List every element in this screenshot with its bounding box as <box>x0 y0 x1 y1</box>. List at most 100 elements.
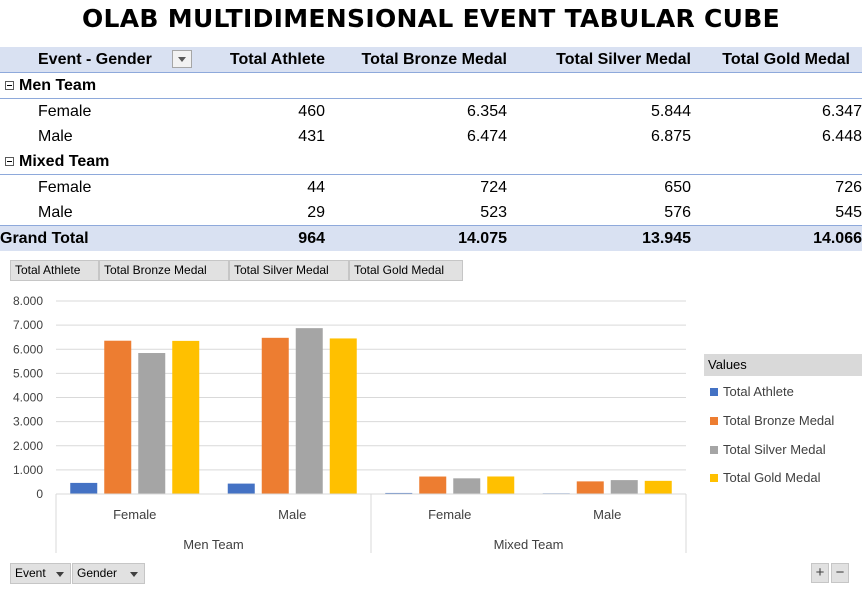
row-field-header: Event - Gender <box>38 51 152 68</box>
bar <box>644 480 672 494</box>
collapse-field-button[interactable]: − <box>831 563 849 583</box>
axis-field-label: Event <box>15 566 46 580</box>
y-tick-label: 0 <box>36 487 43 501</box>
expand-field-button[interactable]: + <box>811 563 829 583</box>
legend-swatch-gold <box>710 474 718 482</box>
group-row-men-team: Men Team <box>0 73 862 99</box>
axis-field-button-gender[interactable]: Gender <box>72 563 145 584</box>
legend-title: Values <box>704 354 862 376</box>
row-label: Female <box>38 179 92 196</box>
cell-athlete: 29 <box>307 204 325 221</box>
cell-silver: 6.875 <box>650 128 691 145</box>
group-row-mixed-team: Mixed Team <box>0 149 862 175</box>
chevron-down-icon <box>56 572 64 577</box>
total-athlete: 964 <box>298 230 325 247</box>
y-tick-label: 5.000 <box>13 366 43 380</box>
x-group-label: Mixed Team <box>494 537 564 552</box>
bar <box>329 338 357 494</box>
row-label: Female <box>38 103 92 120</box>
legend-swatch-silver <box>710 446 718 454</box>
bar <box>261 337 289 494</box>
bar <box>419 476 447 494</box>
col-header-bronze: Total Bronze Medal <box>361 51 508 68</box>
x-tick-label: Female <box>113 507 156 522</box>
group-label: Mixed Team <box>19 153 110 170</box>
cell-athlete: 460 <box>298 103 325 120</box>
field-button-gold[interactable]: Total Gold Medal <box>349 260 463 281</box>
cell-bronze: 523 <box>480 204 507 221</box>
y-tick-label: 8.000 <box>13 294 43 308</box>
legend-item-bronze: Total Bronze Medal <box>710 413 834 428</box>
y-tick-label: 1.000 <box>13 463 43 477</box>
cell-gold: 6.448 <box>821 128 862 145</box>
legend-swatch-athlete <box>710 388 718 396</box>
total-gold: 14.066 <box>813 230 862 247</box>
bar <box>385 492 413 494</box>
x-tick-label: Male <box>278 507 306 522</box>
page-title: OLAB MULTIDIMENSIONAL EVENT TABULAR CUBE <box>81 4 781 33</box>
x-group-label: Men Team <box>183 537 243 552</box>
legend-item-athlete: Total Athlete <box>710 384 794 399</box>
cell-gold: 6.347 <box>821 103 862 120</box>
bar <box>610 480 638 494</box>
y-tick-label: 4.000 <box>13 391 43 405</box>
total-silver: 13.945 <box>642 230 691 247</box>
chevron-down-icon <box>130 572 138 577</box>
y-tick-label: 3.000 <box>13 415 43 429</box>
total-bronze: 14.075 <box>458 230 507 247</box>
table-row: Female 460 6.354 5.844 6.347 <box>0 99 862 124</box>
col-header-athlete: Total Athlete <box>229 51 325 68</box>
bar <box>70 482 98 494</box>
collapse-icon[interactable] <box>5 81 14 90</box>
col-header-silver: Total Silver Medal <box>556 51 691 68</box>
y-tick-label: 2.000 <box>13 439 43 453</box>
pivot-header-row: Event - Gender Total Athlete Total Bronz… <box>0 47 862 73</box>
axis-field-button-event[interactable]: Event <box>10 563 71 584</box>
bar <box>295 328 323 494</box>
legend-label: Total Bronze Medal <box>723 413 835 428</box>
collapse-icon[interactable] <box>5 157 14 166</box>
legend-label: Total Gold Medal <box>723 470 821 485</box>
bar <box>487 476 515 494</box>
y-tick-label: 6.000 <box>13 342 43 356</box>
field-button-silver[interactable]: Total Silver Medal <box>229 260 349 281</box>
legend-swatch-bronze <box>710 417 718 425</box>
cell-athlete: 431 <box>298 128 325 145</box>
cell-athlete: 44 <box>307 179 325 196</box>
legend-label: Total Athlete <box>723 384 794 399</box>
row-label: Male <box>38 128 73 145</box>
cell-gold: 726 <box>835 179 862 196</box>
table-row: Male 431 6.474 6.875 6.448 <box>0 124 862 149</box>
pivot-table: Event - Gender Total Athlete Total Bronz… <box>0 47 862 251</box>
table-row: Female 44 724 650 726 <box>0 175 862 200</box>
bar <box>104 340 132 494</box>
cell-silver: 5.844 <box>650 103 691 120</box>
y-tick-label: 7.000 <box>13 318 43 332</box>
legend-item-gold: Total Gold Medal <box>710 470 821 485</box>
bar <box>172 340 200 494</box>
axis-field-label: Gender <box>77 566 118 580</box>
legend-item-silver: Total Silver Medal <box>710 442 826 457</box>
table-row: Male 29 523 576 545 <box>0 200 862 225</box>
cell-silver: 650 <box>664 179 691 196</box>
cell-bronze: 724 <box>480 179 507 196</box>
bar <box>576 481 604 494</box>
x-tick-label: Male <box>593 507 621 522</box>
row-label: Male <box>38 204 73 221</box>
field-button-athlete[interactable]: Total Athlete <box>10 260 99 281</box>
col-header-gold: Total Gold Medal <box>722 51 850 68</box>
field-button-bronze[interactable]: Total Bronze Medal <box>99 260 229 281</box>
cell-bronze: 6.354 <box>466 103 507 120</box>
grand-total-row: Grand Total 964 14.075 13.945 14.066 <box>0 225 862 251</box>
bar <box>138 353 166 494</box>
group-label: Men Team <box>19 77 97 94</box>
legend-label: Total Silver Medal <box>723 442 826 457</box>
cell-bronze: 6.474 <box>466 128 507 145</box>
row-filter-dropdown[interactable] <box>172 50 192 68</box>
bar <box>227 483 255 494</box>
cell-silver: 576 <box>664 204 691 221</box>
cell-gold: 545 <box>835 204 862 221</box>
x-tick-label: Female <box>428 507 471 522</box>
grand-total-label: Grand Total <box>0 230 89 247</box>
